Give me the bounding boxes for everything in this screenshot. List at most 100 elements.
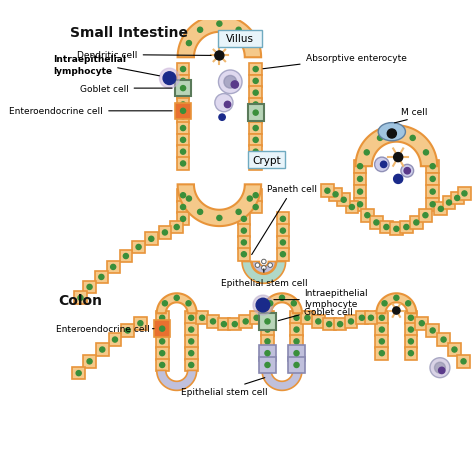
Circle shape [221,322,227,327]
Bar [419,209,432,222]
Circle shape [186,301,191,306]
Bar [134,317,147,330]
Bar [249,99,262,111]
Bar [276,225,289,238]
Circle shape [160,315,165,321]
Circle shape [294,363,299,368]
Circle shape [100,347,105,352]
Circle shape [364,151,369,156]
Circle shape [377,136,383,141]
Circle shape [423,213,428,218]
Bar [249,76,262,88]
Bar [177,189,190,202]
Circle shape [181,103,186,108]
Text: Intraepithelial
lymphocyte: Intraepithelial lymphocyte [304,288,367,308]
Circle shape [325,189,330,194]
Bar [249,189,262,202]
Circle shape [253,138,258,143]
Circle shape [268,263,273,268]
Polygon shape [262,293,302,313]
Circle shape [181,126,186,131]
Circle shape [253,115,258,120]
Bar [404,335,417,348]
Circle shape [254,315,259,321]
Circle shape [236,210,241,215]
Circle shape [262,260,266,264]
Circle shape [327,322,332,327]
Bar [276,213,289,226]
Bar [261,359,274,371]
Circle shape [181,217,186,222]
Circle shape [379,339,384,344]
Circle shape [231,82,238,89]
Circle shape [430,202,435,207]
Circle shape [430,358,450,378]
Bar [259,313,276,330]
Circle shape [455,196,460,201]
Bar [249,64,262,76]
Bar [437,334,450,346]
Circle shape [76,371,81,376]
Circle shape [292,301,296,306]
Circle shape [87,285,92,290]
Circle shape [241,240,246,245]
Circle shape [357,164,363,169]
Circle shape [181,138,186,143]
Circle shape [149,237,154,242]
Bar [375,335,388,348]
Circle shape [265,315,270,321]
Bar [404,324,417,336]
Circle shape [408,327,413,333]
Bar [261,335,274,348]
Bar [156,324,169,336]
Circle shape [181,205,186,210]
Bar [83,281,96,293]
Bar [177,122,190,135]
Text: Absorptive enterocyte: Absorptive enterocyte [263,54,407,70]
Bar [261,312,274,324]
Bar [457,355,470,368]
Circle shape [374,158,389,172]
Circle shape [438,368,445,374]
Circle shape [387,130,396,139]
Polygon shape [252,262,276,273]
Bar [346,201,358,214]
Bar [177,64,190,76]
Bar [218,318,230,331]
Text: Villus: Villus [226,34,254,44]
Circle shape [243,319,248,324]
Circle shape [265,363,270,368]
Circle shape [256,298,270,312]
Text: Goblet cell: Goblet cell [304,307,353,316]
Bar [156,347,169,360]
Circle shape [357,202,363,207]
Circle shape [181,67,186,72]
Bar [410,217,423,229]
Circle shape [265,339,270,344]
Circle shape [368,315,374,321]
Bar [185,335,198,348]
Circle shape [253,79,258,84]
Circle shape [461,359,466,364]
Circle shape [210,319,216,324]
Bar [156,335,169,348]
Circle shape [404,225,409,230]
Bar [177,99,190,111]
Circle shape [408,339,413,344]
Circle shape [423,151,428,156]
Circle shape [381,162,387,168]
Bar [175,103,191,120]
Circle shape [357,177,363,182]
Bar [415,317,428,330]
Bar [132,241,145,254]
Circle shape [348,319,354,324]
Text: Epithelial stem cell: Epithelial stem cell [181,387,267,396]
Bar [276,237,289,249]
Text: Intraepithelial
lymphocyte: Intraepithelial lymphocyte [53,56,126,76]
Circle shape [163,73,176,85]
Bar [426,186,439,198]
Bar [185,324,198,336]
Bar [237,237,250,249]
Circle shape [253,162,258,167]
Bar [207,315,219,328]
